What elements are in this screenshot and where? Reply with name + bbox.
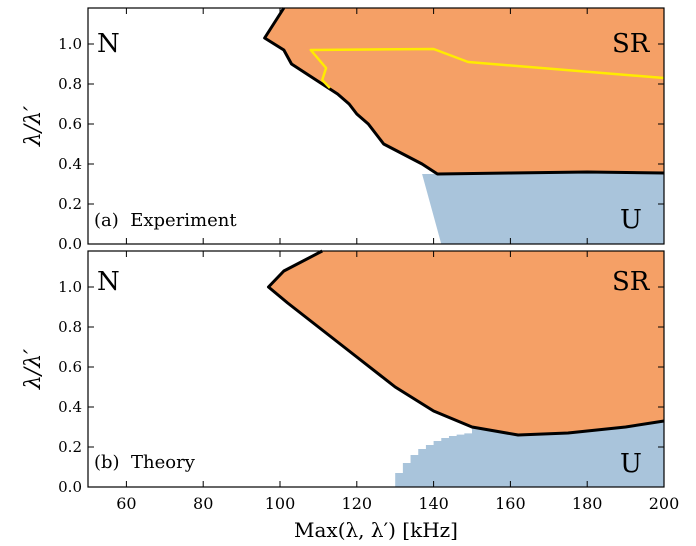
x-tick-label: 160 (495, 494, 526, 513)
y-tick-label: 0.8 (58, 75, 82, 93)
panel-a-title: (a) Experiment (94, 210, 237, 231)
x-axis-label: Max(λ, λ′) [kHz] (294, 518, 458, 542)
yellow-line (309, 47, 665, 89)
panel-b-x-ticks: 60 80 100 120 140 160 180 200 (116, 251, 679, 513)
x-tick-label: 100 (265, 494, 296, 513)
sr-boundary-line (266, 249, 665, 437)
y-tick-label: 0.0 (58, 478, 82, 496)
y-tick-label: 0.6 (58, 358, 82, 376)
panel-b-label-n: N (97, 267, 120, 297)
sr-region (264, 8, 664, 174)
x-tick-label: 80 (193, 494, 213, 513)
y-tick-label: 0.8 (58, 318, 82, 336)
x-tick-label: 200 (649, 494, 680, 513)
y-tick-label: 0.4 (58, 155, 82, 173)
x-tick-label: 60 (116, 494, 136, 513)
sr-region (268, 251, 664, 435)
y-tick-label: 0.2 (58, 195, 82, 213)
u-region (395, 421, 664, 487)
panel-a-frame (87, 7, 665, 245)
x-tick-label: 140 (418, 494, 449, 513)
x-tick-label: 180 (572, 494, 603, 513)
y-tick-label: 0.2 (58, 438, 82, 456)
panel-a-label-u: U (620, 205, 642, 235)
panel-b-plot-area (266, 249, 665, 487)
panel-b-label-u: U (620, 449, 642, 479)
y-tick-label: 1.0 (58, 278, 82, 296)
panel-b-ylabel: λ/λ′ (21, 349, 46, 390)
panel-b-label-sr: SR (612, 267, 651, 297)
panel-a-label-sr: SR (612, 29, 651, 59)
y-tick-label: 1.0 (58, 35, 82, 53)
panel-b-title: (b) Theory (94, 452, 196, 473)
panel-a-y-ticks: 0.0 0.2 0.4 0.6 0.8 1.0 (58, 35, 664, 253)
panel-b-frame (87, 250, 665, 488)
sr-boundary-line (263, 7, 665, 176)
x-tick-label: 120 (342, 494, 373, 513)
panel-a-ylabel: λ/λ′ (21, 106, 46, 147)
y-tick-label: 0.0 (58, 235, 82, 253)
panel-a-label-n: N (97, 29, 120, 59)
panel-b-y-ticks: 0.0 0.2 0.4 0.6 0.8 1.0 (58, 278, 664, 496)
u-region (422, 173, 664, 244)
y-tick-label: 0.6 (58, 115, 82, 133)
panel-a-plot-area (263, 7, 665, 244)
panel-b: 60 80 100 120 140 160 180 200 0.0 0.2 0.4 0.6 0.8 1.… (21, 249, 679, 542)
y-tick-label: 0.4 (58, 398, 82, 416)
panel-a: 0.0 0.2 0.4 0.6 0.8 1.0 N SR U (a) Experiment… (21, 7, 665, 253)
panel-a-x-ticks (125, 8, 665, 244)
